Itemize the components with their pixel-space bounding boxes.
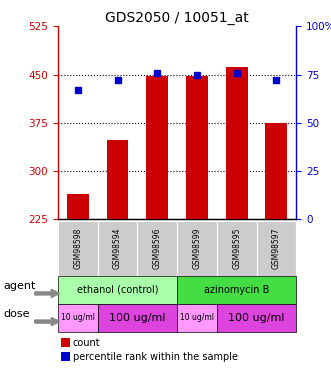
Text: GSM98597: GSM98597 (272, 228, 281, 269)
Text: 10 ug/ml: 10 ug/ml (180, 314, 214, 322)
Text: 10 ug/ml: 10 ug/ml (61, 314, 95, 322)
Text: GSM98599: GSM98599 (192, 228, 202, 269)
Text: agent: agent (3, 281, 36, 291)
Text: GSM98598: GSM98598 (73, 228, 82, 269)
Text: count: count (73, 338, 100, 348)
Text: GSM98594: GSM98594 (113, 228, 122, 269)
Bar (67, 194, 89, 219)
Text: percentile rank within the sample: percentile rank within the sample (73, 352, 238, 362)
Text: GSM98595: GSM98595 (232, 228, 241, 269)
Bar (186, 76, 208, 219)
Bar (146, 76, 168, 219)
Text: ethanol (control): ethanol (control) (77, 285, 158, 295)
Text: 100 ug/ml: 100 ug/ml (228, 313, 285, 323)
Bar (265, 123, 287, 219)
Text: dose: dose (3, 309, 30, 319)
Text: 100 ug/ml: 100 ug/ml (109, 313, 166, 323)
Text: azinomycin B: azinomycin B (204, 285, 269, 295)
Bar (226, 67, 248, 219)
Text: GSM98596: GSM98596 (153, 228, 162, 269)
Bar (107, 140, 128, 219)
Title: GDS2050 / 10051_at: GDS2050 / 10051_at (105, 11, 249, 25)
